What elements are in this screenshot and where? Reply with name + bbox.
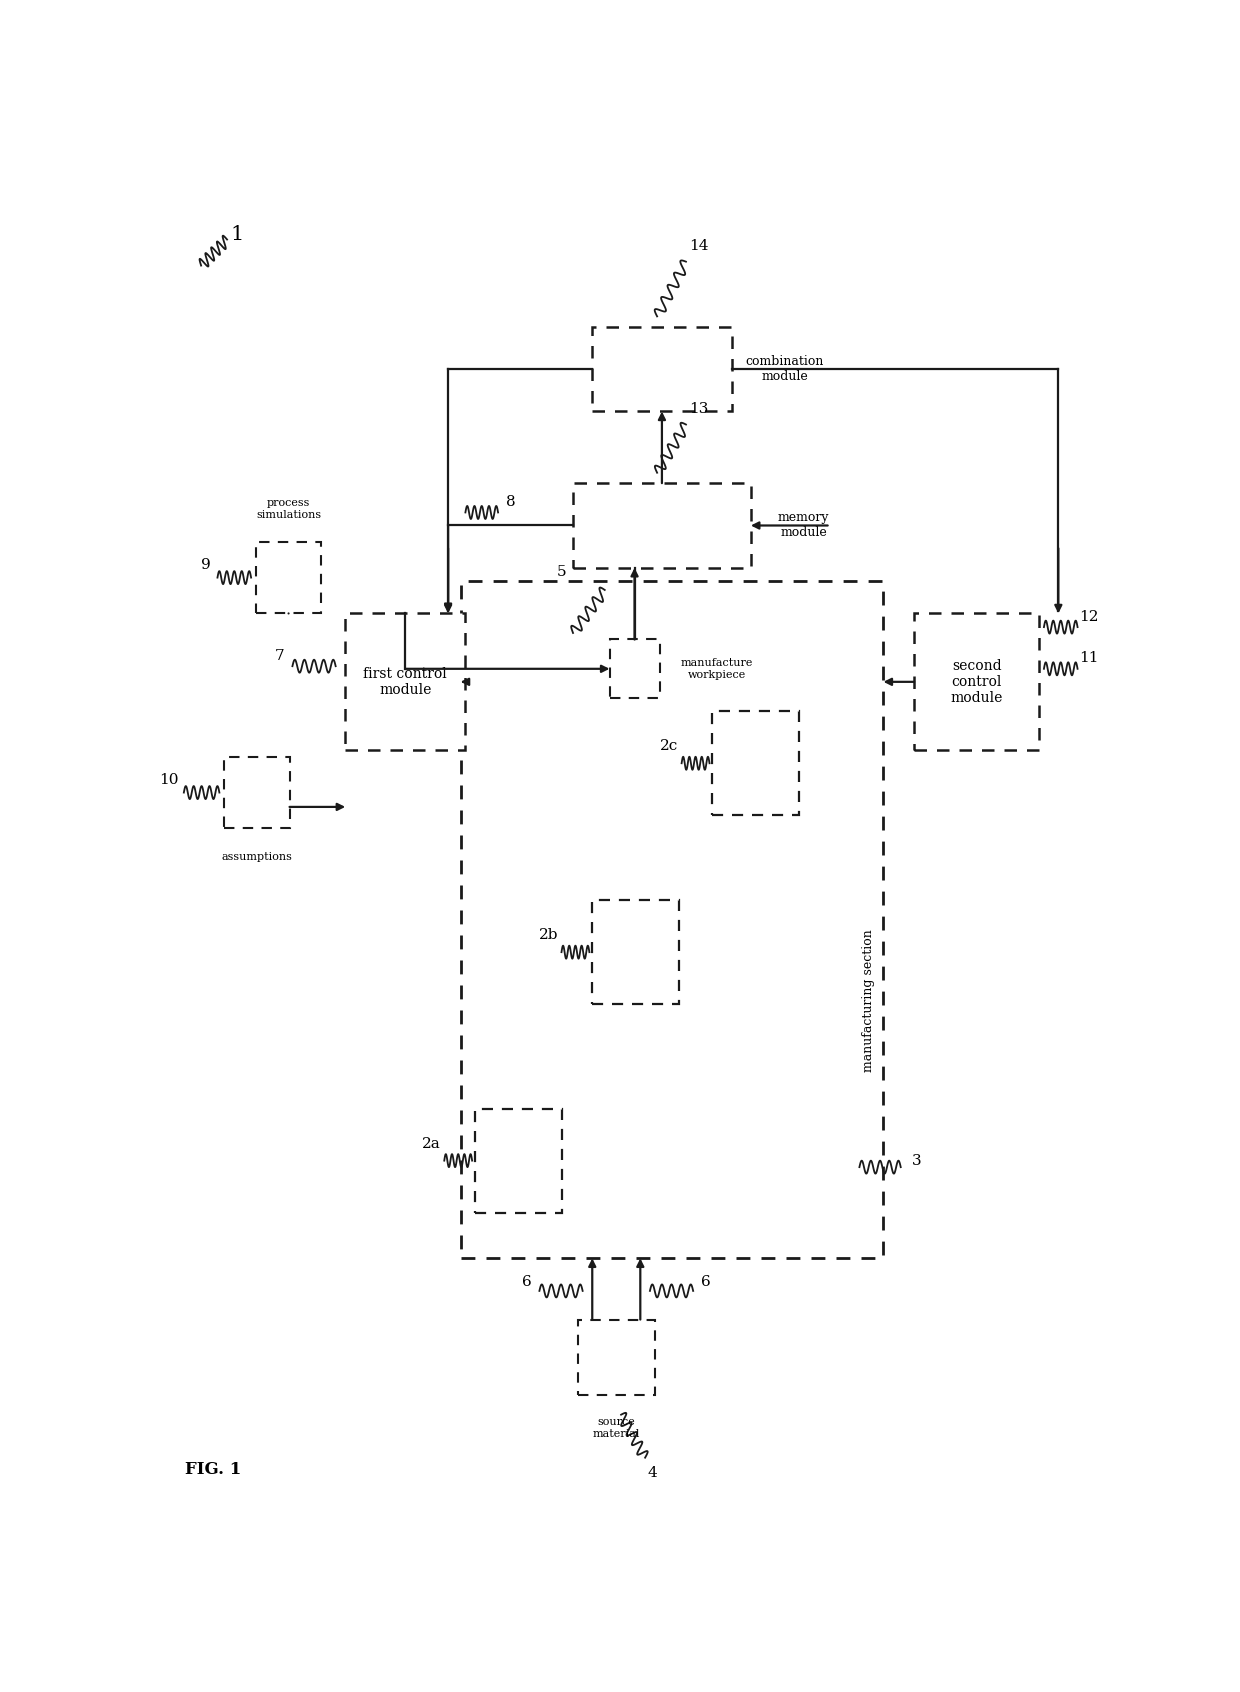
Bar	[712, 711, 799, 816]
Text: 2b: 2b	[539, 929, 559, 942]
Text: process
simulations: process simulations	[255, 499, 321, 519]
Text: 6: 6	[701, 1274, 711, 1289]
Text: memory
module: memory module	[777, 511, 830, 540]
Bar	[578, 1320, 655, 1396]
Bar	[345, 614, 465, 750]
Text: FIG. 1: FIG. 1	[185, 1460, 241, 1477]
Text: 6: 6	[522, 1274, 532, 1289]
Text: manufacture
workpiece: manufacture workpiece	[681, 658, 754, 680]
Text: 8: 8	[506, 496, 516, 509]
Text: 9: 9	[201, 558, 211, 572]
Bar	[914, 614, 1039, 750]
Bar	[255, 541, 321, 614]
Text: first control
module: first control module	[363, 667, 448, 697]
Text: combination
module: combination module	[745, 355, 823, 382]
Text: 11: 11	[1079, 651, 1099, 665]
Text: 2a: 2a	[423, 1137, 441, 1151]
Bar	[610, 640, 660, 699]
Bar	[573, 484, 751, 569]
Text: 7: 7	[275, 648, 285, 663]
Text: 4: 4	[649, 1467, 657, 1480]
Bar	[460, 580, 883, 1259]
Bar	[593, 327, 732, 411]
Text: 3: 3	[913, 1154, 921, 1167]
Text: 14: 14	[688, 239, 708, 254]
Text: 10: 10	[159, 773, 179, 787]
Text: 12: 12	[1079, 609, 1099, 624]
Text: assumptions: assumptions	[222, 853, 293, 861]
Text: 13: 13	[688, 403, 708, 416]
Text: source
material: source material	[593, 1416, 640, 1438]
Text: manufacturing section: manufacturing section	[862, 929, 874, 1073]
Bar	[593, 900, 678, 1005]
Text: second
control
module: second control module	[951, 658, 1003, 706]
Bar	[475, 1108, 562, 1213]
Text: 2c: 2c	[660, 739, 678, 753]
Text: 5: 5	[557, 565, 567, 579]
Bar	[224, 756, 290, 829]
Text: 1: 1	[229, 225, 243, 244]
